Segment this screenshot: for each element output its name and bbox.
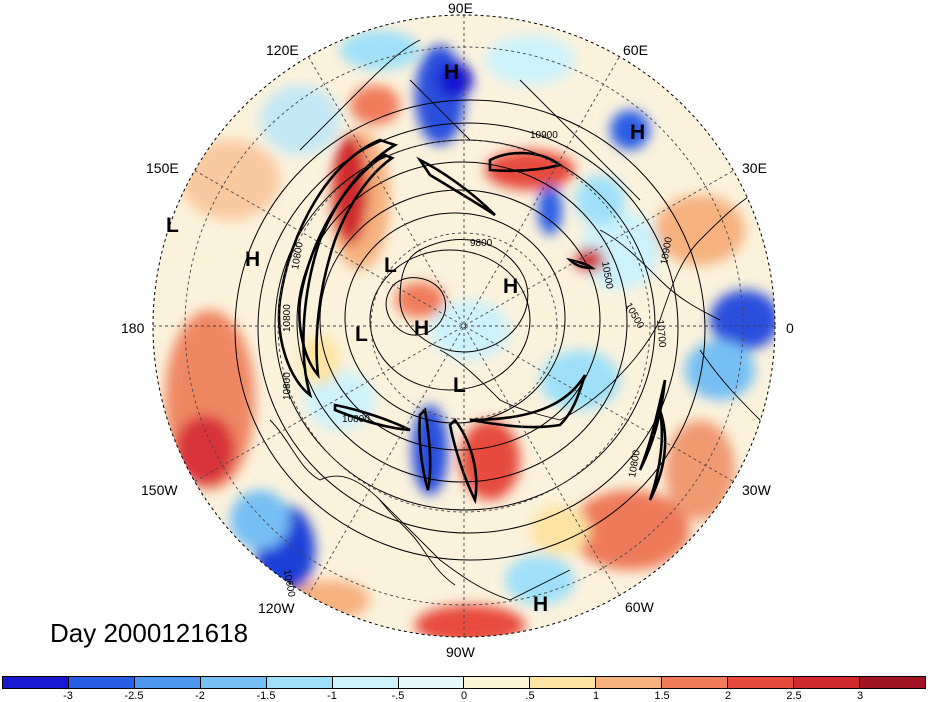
colorbar-tick-label: 1.5 xyxy=(654,690,670,702)
colorbar-tick-label: 3 xyxy=(856,690,864,702)
longitude-label-90w: 90W xyxy=(446,644,475,660)
colorbar-tick-label: -1 xyxy=(327,690,337,702)
pressure-center-marker: H xyxy=(503,275,519,298)
pressure-center-marker: H xyxy=(630,121,646,144)
colorbar-tick-label: -3 xyxy=(63,690,73,702)
contour-label: 10800 xyxy=(342,414,370,425)
colorbar-segment xyxy=(859,677,925,688)
longitude-label-120e: 120E xyxy=(266,42,299,58)
colorbar-tick-label: 2 xyxy=(724,690,732,702)
colorbar-tick-label: -1.5 xyxy=(256,690,276,702)
longitude-label-150w: 150W xyxy=(141,482,178,498)
colorbar-segment xyxy=(134,677,201,688)
jet-isotachs xyxy=(277,138,667,505)
colorbar-segment xyxy=(398,677,465,688)
colorbar-segment xyxy=(332,677,399,688)
pressure-center-marker: H xyxy=(444,61,460,84)
colorbar-segment xyxy=(3,677,69,688)
longitude-label-90e: 90E xyxy=(448,0,473,16)
longitude-label-30e: 30E xyxy=(742,160,767,176)
contour-label: 10900 xyxy=(659,236,675,266)
contour-label: 10900 xyxy=(530,130,558,141)
colorbar-segment xyxy=(662,677,729,688)
pressure-center-marker: L xyxy=(355,323,368,346)
colorbar-segment xyxy=(68,677,135,688)
colorbar-tick-label: 0 xyxy=(460,690,468,702)
colorbar-segment xyxy=(464,677,531,688)
contour-label: 10600 xyxy=(281,569,297,599)
colorbar-tick-label: -2 xyxy=(195,690,205,702)
pressure-center-marker: H xyxy=(533,593,549,616)
contour-label: 10700 xyxy=(654,319,667,348)
colorbar-tick-label: 1 xyxy=(592,690,600,702)
colorbar-tick-label: 2.5 xyxy=(786,690,802,702)
pressure-center-marker: H xyxy=(245,248,261,271)
map-title: Day 2000121618 xyxy=(50,618,249,648)
colorbar xyxy=(2,676,926,689)
contour-label: 9800 xyxy=(470,238,493,249)
colorbar-segment xyxy=(728,677,795,688)
graticule xyxy=(153,15,775,637)
map-boundary xyxy=(152,14,776,638)
pressure-center-marker: H xyxy=(414,317,430,340)
longitude-label-60e: 60E xyxy=(623,42,648,58)
pressure-center-marker: L xyxy=(166,214,179,237)
pressure-center-marker: L xyxy=(453,374,466,397)
contour-label: 10800 xyxy=(282,372,293,400)
contour-label: 10500 xyxy=(599,261,615,291)
height-contours xyxy=(234,99,706,561)
colorbar-segment xyxy=(596,677,663,688)
colorbar-segment xyxy=(266,677,333,688)
colorbar-segment xyxy=(200,677,267,688)
colorbar-tick-label: .5 xyxy=(525,690,535,702)
pressure-center-marker: L xyxy=(384,254,397,277)
colorbar-segment xyxy=(530,677,597,688)
colorbar-tick-label: -2.5 xyxy=(124,690,144,702)
longitude-label-150e: 150E xyxy=(146,160,179,176)
coastlines xyxy=(269,39,761,601)
longitude-label-120w: 120W xyxy=(258,600,295,616)
colorbar-tick-label: -.5 xyxy=(391,690,405,702)
contour-label: 10800 xyxy=(290,241,306,271)
longitude-label-30w: 30W xyxy=(742,482,771,498)
contour-label: 10800 xyxy=(627,449,643,479)
longitude-label-0: 0 xyxy=(786,320,794,336)
longitude-label-60w: 60W xyxy=(625,599,654,615)
colorbar-segment xyxy=(794,677,860,688)
longitude-label-180: 180 xyxy=(121,320,145,336)
contour-label: 10800 xyxy=(282,304,293,332)
